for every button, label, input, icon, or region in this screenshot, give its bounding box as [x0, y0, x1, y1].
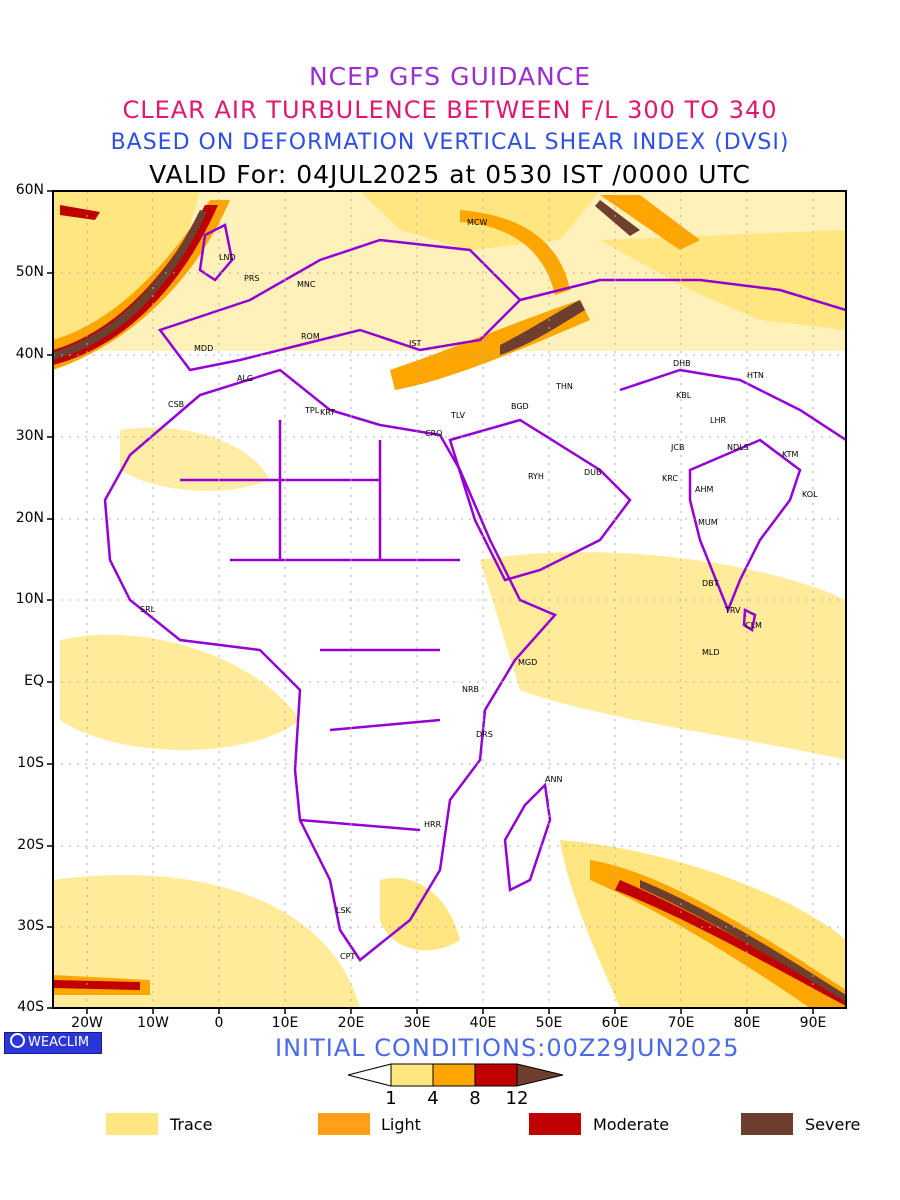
legend-swatch-severe	[741, 1113, 793, 1135]
lon-label: 80E	[733, 1015, 761, 1031]
lon-label: 20W	[71, 1015, 103, 1031]
lat-label: 20S	[17, 837, 44, 853]
station-label: JCB	[670, 443, 684, 452]
station-label: KRT	[320, 408, 335, 417]
station-label: MUM	[698, 518, 718, 527]
lat-label: 40N	[15, 346, 44, 362]
country-boundaries	[103, 223, 846, 962]
station-label: ANN	[545, 775, 562, 784]
legend-label-light: Light	[381, 1115, 421, 1134]
station-label: KRC	[662, 474, 678, 483]
lat-label: 10N	[15, 591, 44, 607]
station-label: RYH	[528, 472, 544, 481]
graticule	[53, 191, 846, 1008]
station-label: KOL	[802, 490, 818, 499]
station-label: MNC	[297, 280, 316, 289]
station-label: SRL	[140, 605, 156, 614]
logo-ring-icon	[10, 1033, 25, 1048]
lon-label: 10E	[271, 1015, 299, 1031]
lat-label: 30N	[15, 428, 44, 444]
valid-time: VALID For: 04JUL2025 at 0530 IST /0000 U…	[149, 160, 751, 189]
station-label: CRO	[425, 429, 442, 438]
title-line-1: NCEP GFS GUIDANCE	[308, 62, 591, 91]
lon-label: 30E	[403, 1015, 431, 1031]
scale-over-arrow	[516, 1063, 564, 1087]
legend-swatch-moderate	[529, 1113, 581, 1135]
lat-label: 30S	[17, 918, 44, 934]
scale-value: 12	[505, 1088, 529, 1109]
station-label: MGD	[518, 658, 537, 667]
lon-label: 90E	[799, 1015, 827, 1031]
station-label: NRB	[462, 685, 479, 694]
legend-label-severe: Severe	[805, 1115, 861, 1134]
lat-label: 60N	[15, 182, 44, 198]
scale-bin-moderate	[474, 1063, 518, 1087]
station-label: IST	[409, 339, 421, 348]
badge-label: WEACLIM	[28, 1035, 90, 1050]
station-label: DRS	[476, 730, 493, 739]
lat-label: 50N	[15, 264, 44, 280]
station-label: LND	[219, 253, 236, 262]
station-label: BGD	[511, 402, 529, 411]
legend-swatch-trace	[106, 1113, 158, 1135]
lat-label: 20N	[15, 510, 44, 526]
station-labels: MCW LND PRS MNC ROM IST MDD ALG CSB TPL KRT TLV CRO B…	[140, 218, 818, 961]
station-label: LSK	[336, 906, 352, 915]
station-label: ALG	[237, 374, 253, 383]
lat-label: 40S	[17, 999, 44, 1015]
initial-conditions: INITIAL CONDITIONS:00Z29JUN2025	[275, 1034, 740, 1062]
scale-value: 8	[469, 1088, 481, 1109]
lon-label: 60E	[601, 1015, 629, 1031]
legend-label-trace: Trace	[170, 1115, 213, 1134]
legend-swatch-light	[318, 1113, 370, 1135]
lon-label: 0	[214, 1015, 224, 1031]
station-label: KTM	[782, 450, 799, 459]
scale-under-arrow	[347, 1063, 392, 1087]
severe-areas	[53, 200, 846, 1002]
lon-label: 20E	[337, 1015, 365, 1031]
station-label: PRS	[244, 274, 259, 283]
station-label: NDLS	[727, 443, 749, 452]
station-label: DBT	[702, 579, 719, 588]
lat-label: EQ	[24, 673, 44, 689]
lon-label: 10W	[137, 1015, 169, 1031]
station-label: LHR	[710, 416, 726, 425]
lat-label: 10S	[17, 755, 44, 771]
scale-bin-trace	[390, 1063, 434, 1087]
station-label: MCW	[467, 218, 487, 227]
weaclim-badge[interactable]: WEACLIM	[4, 1032, 102, 1054]
lon-label: 70E	[667, 1015, 695, 1031]
scale-bin-light	[432, 1063, 476, 1087]
station-label: MDD	[194, 344, 213, 353]
station-label: HTN	[747, 371, 764, 380]
station-label: DUB	[584, 468, 602, 477]
scale-value: 4	[427, 1088, 439, 1109]
station-label: HRR	[424, 820, 442, 829]
station-label: CPT	[340, 952, 355, 961]
station-label: MLD	[702, 648, 720, 657]
title-line-3: BASED ON DEFORMATION VERTICAL SHEAR INDE…	[110, 130, 790, 155]
lon-label: 40E	[469, 1015, 497, 1031]
station-label: TPL	[304, 406, 320, 415]
station-label: TLV	[450, 411, 465, 420]
station-label: KBL	[676, 391, 692, 400]
station-label: TRV	[724, 606, 741, 615]
color-scale-bar	[347, 1063, 564, 1087]
map-field: MCW LND PRS MNC ROM IST MDD ALG CSB TPL KRT TLV CRO B…	[53, 191, 846, 1008]
station-label: THN	[555, 382, 573, 391]
scale-value: 1	[385, 1088, 397, 1109]
legend-label-moderate: Moderate	[593, 1115, 670, 1134]
station-label: DHB	[673, 359, 691, 368]
station-label: CSB	[168, 400, 184, 409]
trace-areas	[53, 191, 846, 1008]
station-label: AHM	[695, 485, 713, 494]
station-label: ROM	[301, 332, 320, 341]
lon-label: 50E	[535, 1015, 563, 1031]
station-label: CLM	[745, 621, 762, 630]
title-line-2: CLEAR AIR TURBULENCE BETWEEN F/L 300 TO …	[122, 96, 778, 124]
axis-ticks	[47, 190, 814, 1014]
